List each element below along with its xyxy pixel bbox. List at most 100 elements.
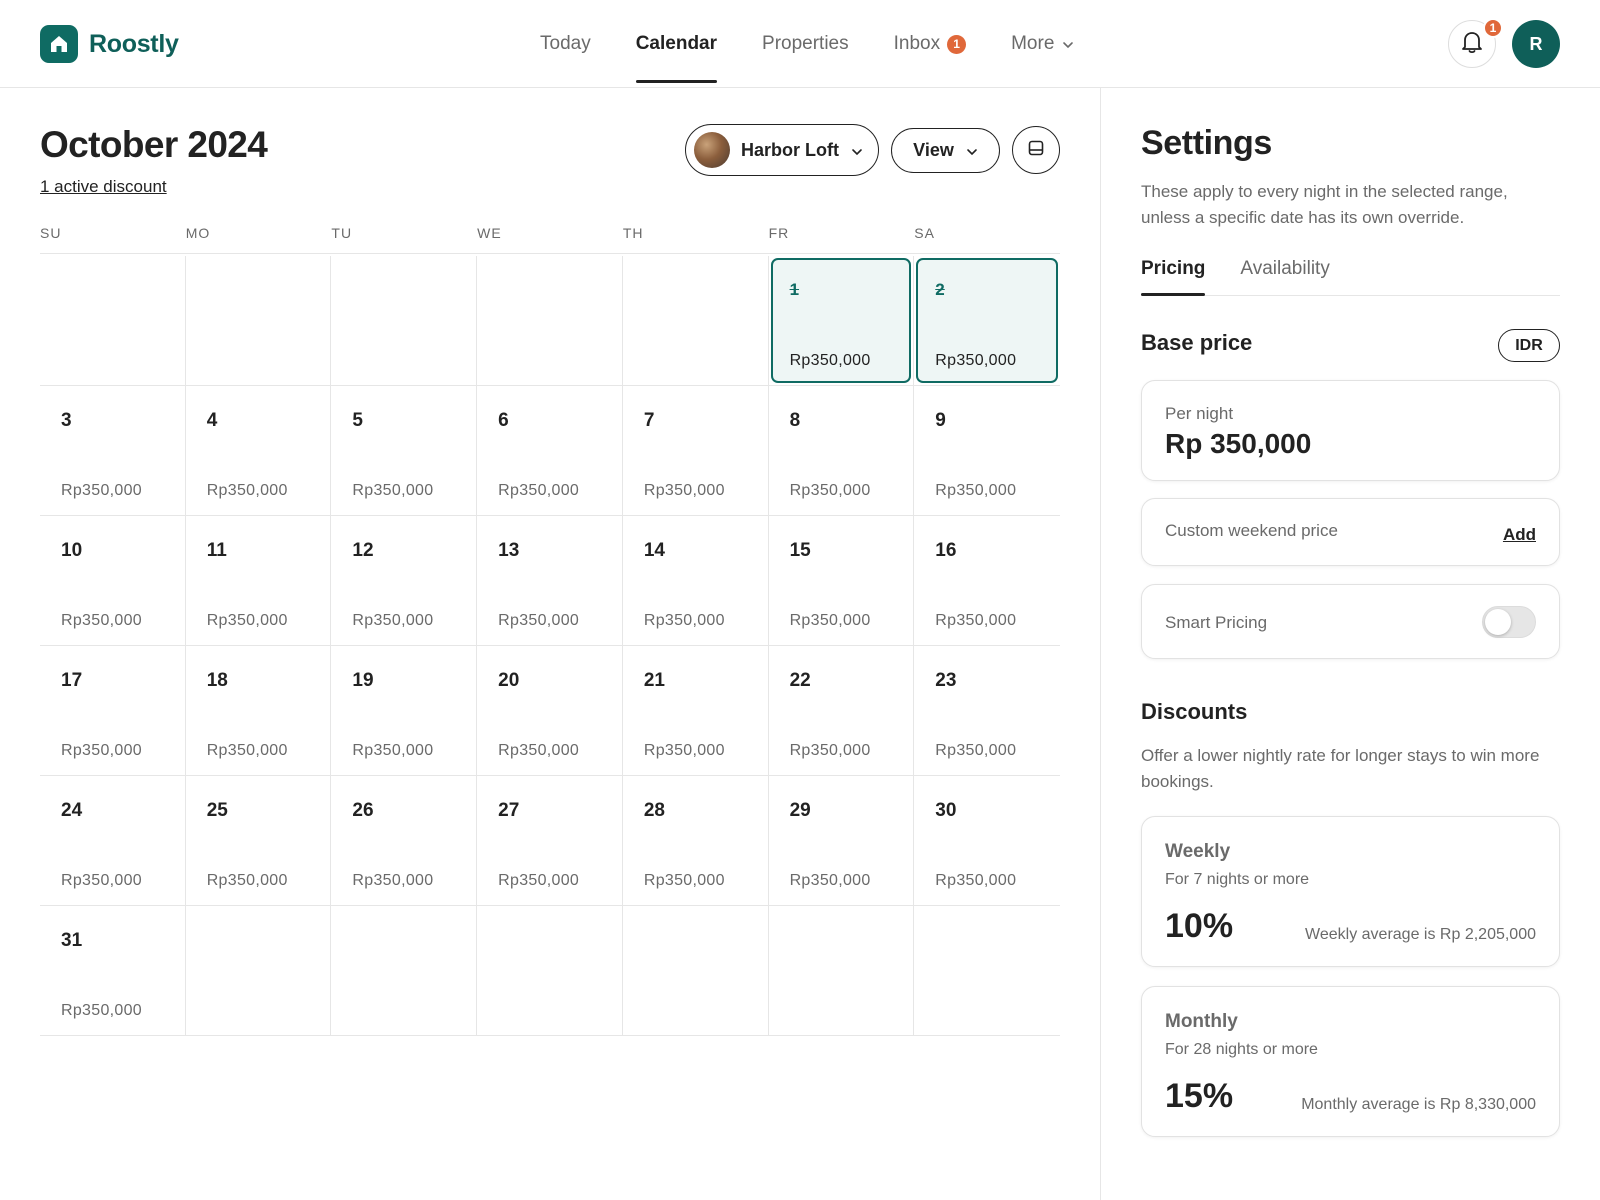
nav-more-label: More	[1011, 33, 1055, 54]
day-price: Rp350,000	[935, 352, 1017, 369]
monthly-discount-card[interactable]: Monthly For 28 nights or more 15% Monthl…	[1141, 986, 1560, 1137]
panel-icon	[1027, 139, 1045, 162]
calendar-day-cell[interactable]: 13 Rp350,000	[477, 516, 623, 646]
calendar-day-cell[interactable]: 2 Rp350,000	[914, 256, 1060, 386]
day-price: Rp350,000	[643, 612, 725, 629]
calendar-day-cell[interactable]: 23 Rp350,000	[914, 646, 1060, 776]
day-number: 18	[206, 670, 228, 691]
calendar-day-cell[interactable]: 19 Rp350,000	[331, 646, 478, 776]
calendar-day-cell[interactable]: 25 Rp350,000	[185, 776, 332, 906]
calendar-day-cell[interactable]: 30 Rp350,000	[914, 776, 1060, 906]
nav-more[interactable]: More	[1011, 0, 1074, 88]
per-night-card[interactable]: Per night Rp 350,000	[1141, 380, 1560, 481]
day-number: 28	[643, 800, 665, 821]
weekend-price-label: Custom weekend price	[1165, 521, 1338, 540]
day-number: 13	[498, 540, 520, 561]
nav-today[interactable]: Today	[540, 0, 591, 88]
nav-properties-label: Properties	[762, 33, 849, 54]
day-number: 4	[206, 410, 218, 431]
calendar-day-cell[interactable]: 6 Rp350,000	[477, 386, 623, 516]
settings-description: These apply to every night in the select…	[1141, 182, 1508, 227]
calendar-day-cell[interactable]: 15 Rp350,000	[768, 516, 915, 646]
calendar-day-cell[interactable]: 21 Rp350,000	[622, 646, 769, 776]
day-number: 10	[61, 540, 83, 561]
day-number: 15	[789, 540, 811, 561]
add-weekend-price-button[interactable]: Add	[1502, 525, 1536, 544]
brand-logo[interactable]: Roostly	[40, 25, 179, 63]
active-discount-link[interactable]: 1 active discount	[40, 177, 167, 196]
day-price: Rp350,000	[643, 872, 725, 889]
calendar-day-cell[interactable]: 7 Rp350,000	[622, 386, 769, 516]
calendar-day-cell[interactable]: 16 Rp350,000	[914, 516, 1060, 646]
weekday-label: TH	[622, 225, 644, 241]
calendar-day-cell[interactable]: 29 Rp350,000	[768, 776, 915, 906]
calendar-day-cell[interactable]: 11 Rp350,000	[185, 516, 332, 646]
weekly-discount-card[interactable]: Weekly For 7 nights or more 10% Weekly a…	[1141, 816, 1560, 967]
calendar-day-cell[interactable]: 24 Rp350,000	[40, 776, 186, 906]
currency-button[interactable]: IDR	[1498, 329, 1560, 362]
view-selector[interactable]: View	[891, 128, 1000, 173]
nav-inbox[interactable]: Inbox 1	[894, 0, 967, 88]
calendar-day-cell[interactable]: 3 Rp350,000	[40, 386, 186, 516]
calendar-empty-cell	[622, 906, 769, 1036]
day-price: Rp350,000	[789, 352, 871, 369]
day-number: 11	[206, 540, 227, 561]
smart-pricing-card: Smart Pricing	[1141, 584, 1560, 659]
day-price: Rp350,000	[935, 612, 1017, 629]
day-number: 16	[935, 540, 957, 561]
calendar-day-cell[interactable]: 9 Rp350,000	[914, 386, 1060, 516]
smart-pricing-toggle[interactable]	[1482, 606, 1536, 638]
day-number: 19	[352, 670, 374, 691]
day-price: Rp350,000	[643, 742, 725, 759]
day-price: Rp350,000	[61, 872, 142, 889]
inbox-badge: 1	[947, 34, 967, 54]
chevron-down-icon	[966, 140, 978, 161]
calendar-day-cell[interactable]: 28 Rp350,000	[622, 776, 769, 906]
calendar-day-cell[interactable]: 10 Rp350,000	[40, 516, 186, 646]
day-price: Rp350,000	[61, 612, 142, 629]
day-price: Rp350,000	[935, 742, 1017, 759]
calendar-day-cell[interactable]: 20 Rp350,000	[477, 646, 623, 776]
calendar-day-cell[interactable]: 27 Rp350,000	[477, 776, 623, 906]
calendar-day-cell[interactable]: 22 Rp350,000	[768, 646, 915, 776]
view-label: View	[913, 140, 954, 160]
calendar-day-cell[interactable]: 12 Rp350,000	[331, 516, 478, 646]
calendar-day-cell[interactable]: 4 Rp350,000	[185, 386, 332, 516]
day-number: 27	[498, 800, 520, 821]
chevron-down-icon	[851, 140, 863, 161]
day-price: Rp350,000	[352, 742, 434, 759]
day-number: 21	[643, 670, 665, 691]
day-price: Rp350,000	[206, 742, 288, 759]
day-price: Rp350,000	[643, 482, 725, 499]
day-number: 23	[935, 670, 957, 691]
nav-calendar[interactable]: Calendar	[635, 0, 718, 88]
calendar-empty-cell	[477, 256, 623, 386]
tab-availability[interactable]: Availability	[1240, 258, 1330, 279]
day-price: Rp350,000	[789, 482, 871, 499]
calendar-day-cell[interactable]: 5 Rp350,000	[331, 386, 478, 516]
base-price-title: Base price	[1141, 330, 1253, 355]
day-number: 5	[352, 410, 363, 431]
notifications-button[interactable]: 1	[1448, 18, 1503, 68]
main-nav: Today Calendar Properties Inbox 1 More	[540, 0, 1119, 88]
calendar-day-cell[interactable]: 31 Rp350,000	[40, 906, 186, 1036]
calendar-day-cell[interactable]: 1 Rp350,000	[768, 256, 915, 386]
listing-selector[interactable]: Harbor Loft	[685, 124, 879, 176]
weekday-label: FR	[768, 225, 790, 241]
top-navigation: Roostly Today Calendar Properties Inbox …	[0, 0, 1600, 88]
calendar-empty-cell	[477, 906, 623, 1036]
calendar-empty-cell	[331, 256, 478, 386]
calendar-day-cell[interactable]: 17 Rp350,000	[40, 646, 186, 776]
calendar-day-cell[interactable]: 26 Rp350,000	[331, 776, 478, 906]
calendar-day-cell[interactable]: 18 Rp350,000	[185, 646, 332, 776]
weekday-label: SU	[40, 225, 62, 241]
avatar[interactable]: R	[1512, 20, 1560, 68]
nav-properties[interactable]: Properties	[762, 0, 849, 88]
tab-pricing[interactable]: Pricing	[1141, 252, 1206, 296]
day-number: 9	[935, 410, 946, 431]
day-price: Rp350,000	[206, 482, 288, 499]
calendar-day-cell[interactable]: 8 Rp350,000	[768, 386, 915, 516]
toggle-panel-button[interactable]	[1012, 126, 1060, 174]
calendar-day-cell[interactable]: 14 Rp350,000	[622, 516, 769, 646]
day-price: Rp350,000	[61, 482, 142, 499]
